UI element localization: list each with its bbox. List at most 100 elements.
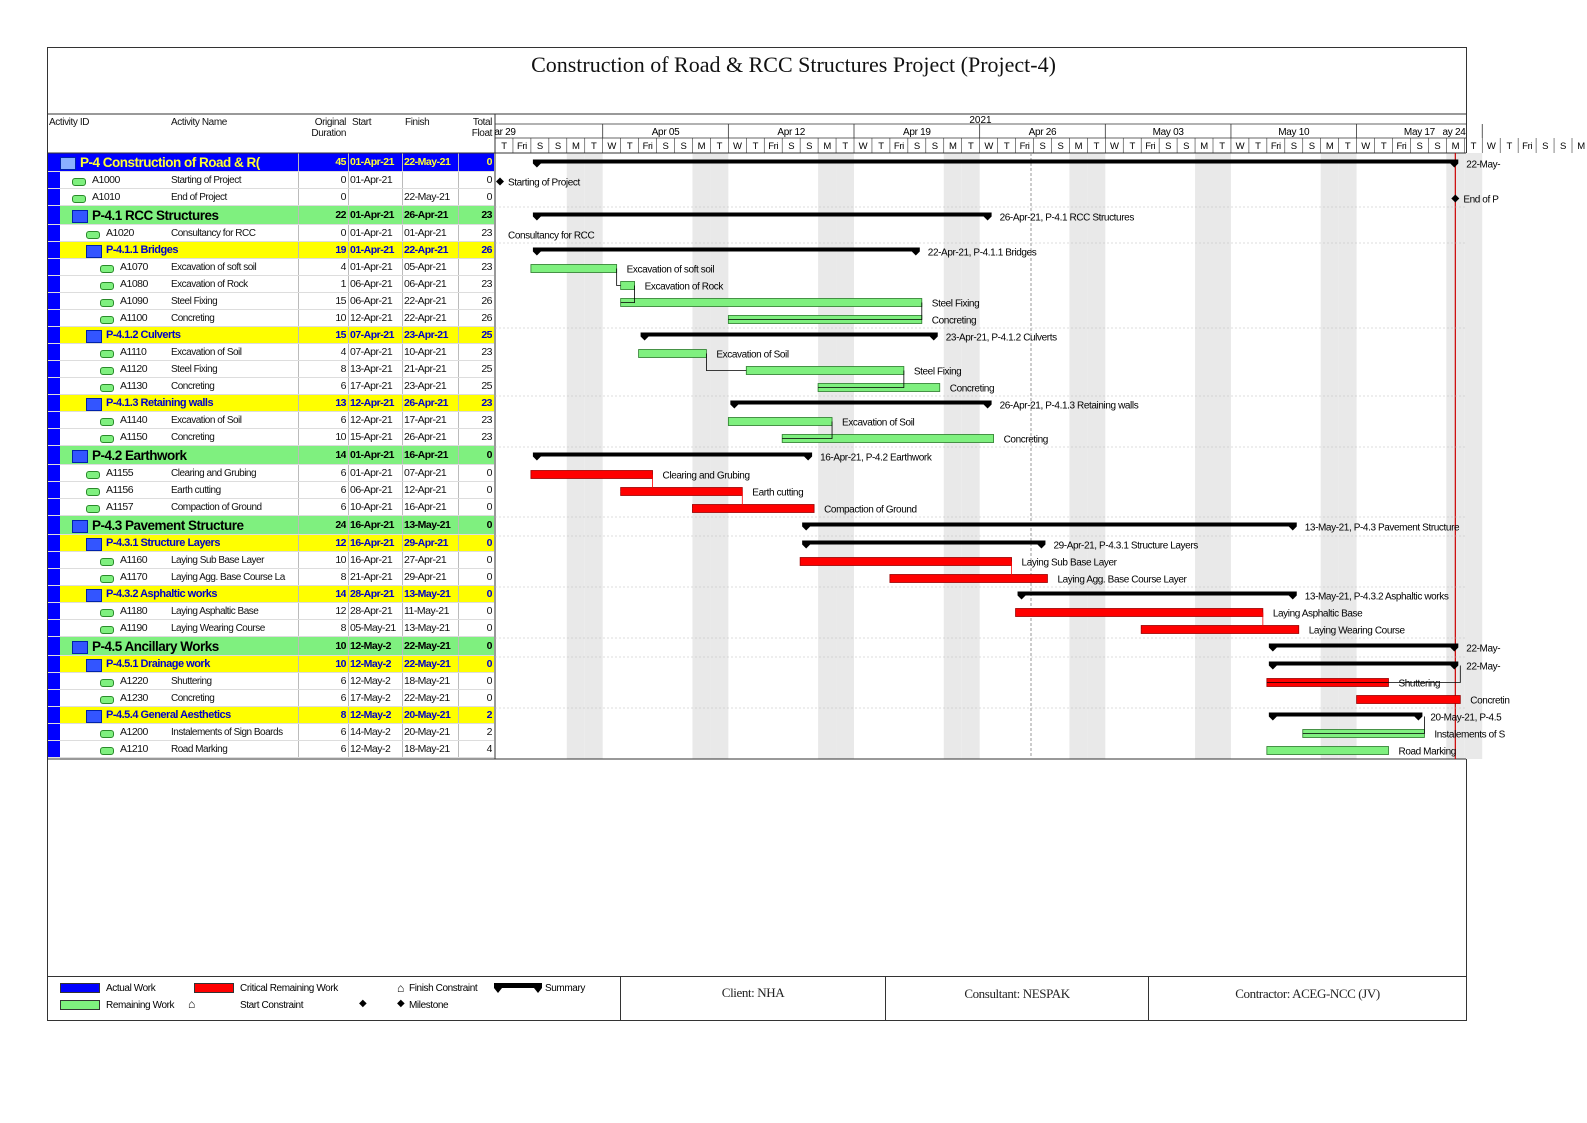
activity-bar bbox=[745, 366, 905, 375]
day-label: S bbox=[663, 141, 669, 152]
day-label: S bbox=[1560, 141, 1566, 152]
table-row[interactable]: A1180 Laying Asphaltic Base 12 28-Apr-21 11-… bbox=[48, 603, 494, 620]
table-row[interactable]: A1220 Shuttering 6 12-May-2 18-May-21 0 bbox=[48, 673, 494, 690]
day-label: W bbox=[607, 141, 616, 152]
activity-name: Concreting bbox=[171, 313, 215, 324]
total-float: 0 bbox=[486, 588, 492, 600]
column-separator bbox=[458, 603, 459, 620]
activity-id: A1110 bbox=[120, 346, 147, 358]
column-separator bbox=[298, 259, 299, 276]
table-row[interactable]: A1000 Starting of Project 0 01-Apr-21 0 bbox=[48, 172, 494, 189]
row-separator bbox=[48, 171, 494, 172]
finish-date: 22-May-21 bbox=[404, 692, 450, 704]
summary-bar bbox=[532, 159, 1459, 168]
row-separator bbox=[48, 534, 494, 535]
total-float: 23 bbox=[481, 346, 492, 358]
column-separator bbox=[402, 225, 403, 242]
original-duration: 13 bbox=[335, 397, 346, 409]
column-separator bbox=[458, 378, 459, 395]
table-row[interactable]: A1210 Road Marking 6 12-May-2 18-May-21 4 bbox=[48, 741, 494, 758]
table-row[interactable]: P-4.1 RCC Structures 22 01-Apr-21 26-Apr-21… bbox=[48, 206, 494, 225]
table-row[interactable]: A1190 Laying Wearing Course 8 05-May-21 13-M… bbox=[48, 620, 494, 637]
column-separator bbox=[458, 569, 459, 586]
summary-bar bbox=[802, 540, 1046, 549]
col-total-float[interactable]: Total Float bbox=[466, 117, 493, 139]
column-separator bbox=[402, 499, 403, 516]
table-row[interactable]: A1170 Laying Agg. Base Course La 8 21-Apr-2… bbox=[48, 569, 494, 586]
table-row[interactable]: A1070 Excavation of soft soil 4 01-Apr-21 05… bbox=[48, 259, 494, 276]
table-row[interactable]: P-4.5.1 Drainage work 10 12-May-2 22-May-21… bbox=[48, 656, 494, 673]
original-duration: 6 bbox=[340, 675, 346, 687]
weekend-shade bbox=[1213, 153, 1231, 759]
table-row[interactable]: P-4.1.2 Culverts 15 07-Apr-21 23-Apr-21 25 bbox=[48, 327, 494, 344]
table-row[interactable]: P-4 Construction of Road & R(45 01-Apr-21… bbox=[48, 153, 494, 172]
original-duration: 6 bbox=[340, 743, 346, 755]
column-separator bbox=[458, 276, 459, 293]
column-separator bbox=[348, 569, 349, 586]
table-row[interactable]: P-4.1.1 Bridges 19 01-Apr-21 22-Apr-21 26 bbox=[48, 242, 494, 259]
wbs-level-stripe bbox=[48, 327, 60, 344]
activity-name: Laying Sub Base Layer bbox=[171, 555, 264, 566]
column-separator bbox=[348, 361, 349, 378]
wbs-title: P-4.3.2 Asphaltic works bbox=[106, 588, 217, 600]
table-row[interactable]: P-4.2 Earthwork 14 01-Apr-21 16-Apr-21 0 bbox=[48, 446, 494, 465]
table-row[interactable]: A1110 Excavation of Soil 4 07-Apr-21 10-Apr-… bbox=[48, 344, 494, 361]
col-original-duration[interactable]: Original Duration bbox=[310, 117, 346, 139]
day-label: M bbox=[1075, 141, 1083, 152]
day-label: T bbox=[1219, 141, 1225, 152]
bar-label: Clearing and Grubing bbox=[663, 471, 750, 482]
finish-date: 22-May-21 bbox=[404, 156, 451, 168]
col-finish[interactable]: Finish bbox=[405, 117, 430, 128]
week-label: May 10 bbox=[1278, 127, 1310, 138]
day-label: Fri bbox=[894, 141, 904, 152]
table-row[interactable]: P-4.3.2 Asphaltic works 14 28-Apr-21 13-May… bbox=[48, 586, 494, 603]
table-row[interactable]: A1156 Earth cutting 6 06-Apr-21 12-Apr-21 0 bbox=[48, 482, 494, 499]
col-activity-id[interactable]: Activity ID bbox=[49, 117, 90, 128]
table-row[interactable]: A1080 Excavation of Rock 1 06-Apr-21 06-Apr-… bbox=[48, 276, 494, 293]
column-separator bbox=[402, 586, 403, 603]
original-duration: 19 bbox=[335, 244, 346, 256]
col-duration-line1: Original bbox=[314, 117, 347, 128]
col-start[interactable]: Start bbox=[352, 117, 372, 128]
row-separator bbox=[48, 672, 494, 673]
start-date: 07-Apr-21 bbox=[350, 329, 394, 341]
finish-date: 22-May-21 bbox=[404, 191, 450, 203]
wbs-level-stripe bbox=[48, 276, 60, 293]
start-date: 01-Apr-21 bbox=[350, 156, 394, 168]
table-row[interactable]: A1150 Concreting 10 15-Apr-21 26-Apr-21 23 bbox=[48, 429, 494, 446]
table-row[interactable]: A1230 Concreting 6 17-May-2 22-May-21 0 bbox=[48, 690, 494, 707]
bar-label: Instalements of S bbox=[1434, 730, 1505, 741]
row-separator bbox=[48, 224, 494, 225]
finish-date: 29-Apr-21 bbox=[404, 537, 448, 549]
table-row[interactable]: A1100 Concreting 10 12-Apr-21 22-Apr-21 26 bbox=[48, 310, 494, 327]
table-row[interactable]: P-4.1.3 Retaining walls 13 12-Apr-21 26-Apr… bbox=[48, 395, 494, 412]
activity-name: Starting of Project bbox=[171, 175, 241, 186]
table-row[interactable]: A1090 Steel Fixing 15 06-Apr-21 22-Apr-21 26 bbox=[48, 293, 494, 310]
table-row[interactable]: P-4.5 Ancillary Works 10 12-May-2 22-May-21… bbox=[48, 637, 494, 656]
table-row[interactable]: P-4.5.4 General Aesthetics 8 12-May-2 20-Ma… bbox=[48, 707, 494, 724]
table-row[interactable]: P-4.3 Pavement Structure 24 16-Apr-21 13-Ma… bbox=[48, 516, 494, 535]
legend-swatch-critical bbox=[194, 983, 234, 993]
wbs-level-stripe bbox=[48, 465, 60, 482]
table-row[interactable]: A1020 Consultancy for RCC 0 01-Apr-21 01-Apr… bbox=[48, 225, 494, 242]
table-row[interactable]: A1130 Concreting 6 17-Apr-21 23-Apr-21 25 bbox=[48, 378, 494, 395]
column-separator bbox=[458, 259, 459, 276]
table-row[interactable]: A1200 Instalements of Sign Boards 6 14-May-… bbox=[48, 724, 494, 741]
original-duration: 12 bbox=[335, 605, 346, 617]
table-row[interactable]: A1120 Steel Fixing 8 13-Apr-21 21-Apr-21 25 bbox=[48, 361, 494, 378]
table-row[interactable]: A1157 Compaction of Ground 6 10-Apr-21 16-Ap… bbox=[48, 499, 494, 516]
wbs-title: P-4.5.4 General Aesthetics bbox=[106, 709, 231, 721]
table-row[interactable]: P-4.3.1 Structure Layers 12 16-Apr-21 29-Ap… bbox=[48, 535, 494, 552]
activity-id: A1190 bbox=[120, 622, 148, 634]
original-duration: 10 bbox=[335, 312, 346, 324]
day-label: W bbox=[733, 141, 742, 152]
row-separator bbox=[48, 602, 494, 603]
table-row[interactable]: A1140 Excavation of Soil 6 12-Apr-21 17-Apr-… bbox=[48, 412, 494, 429]
table-row[interactable]: A1010 End of Project 0 22-May-21 0 bbox=[48, 189, 494, 206]
table-row[interactable]: A1160 Laying Sub Base Layer 10 16-Apr-21 27-… bbox=[48, 552, 494, 569]
col-activity-name[interactable]: Activity Name bbox=[171, 117, 227, 128]
day-label: S bbox=[537, 141, 543, 152]
total-float: 23 bbox=[481, 209, 492, 221]
table-row[interactable]: A1155 Clearing and Grubing 6 01-Apr-21 07-Ap… bbox=[48, 465, 494, 482]
row-separator bbox=[48, 464, 494, 465]
